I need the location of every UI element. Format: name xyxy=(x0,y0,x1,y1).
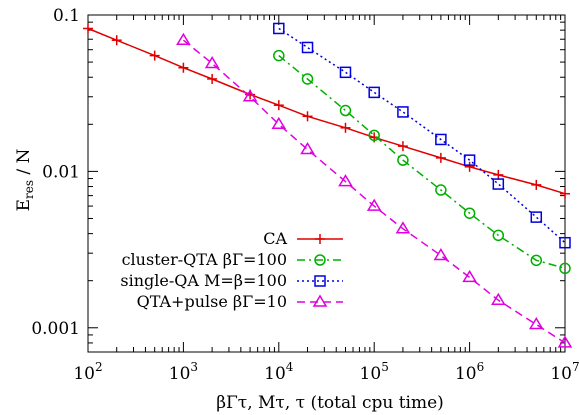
data-point xyxy=(273,49,285,62)
data-point xyxy=(464,161,475,172)
series-2 xyxy=(273,49,571,275)
series-1 xyxy=(83,23,570,199)
legend-swatch-marker xyxy=(312,294,328,307)
legend: CA cluster-QTA βΓ=100 single-QA M=β=100 QTA… xyxy=(120,229,343,311)
legend-swatch-marker xyxy=(314,275,326,287)
data-point xyxy=(301,73,314,85)
data-point xyxy=(560,188,570,199)
plot-border xyxy=(87,14,566,353)
plot-frame xyxy=(87,14,566,353)
axis-ticks: 102 103 104 105 106 107 0.1 0.01 0.001 xyxy=(31,6,579,384)
legend-item: CA xyxy=(263,229,343,248)
data-point xyxy=(531,179,542,190)
x-tick-label: 106 xyxy=(455,360,484,384)
data-point xyxy=(435,184,447,196)
data-point xyxy=(397,141,408,152)
data-point xyxy=(271,116,287,130)
x-tick-label: 103 xyxy=(169,360,198,384)
series-line xyxy=(87,27,566,195)
data-point xyxy=(111,35,122,46)
y-axis-label: Eres / N xyxy=(14,148,36,211)
data-point xyxy=(207,73,218,84)
legend-label: single-QA M=β=100 xyxy=(120,271,287,290)
y-tick-label: 0.01 xyxy=(42,162,80,182)
legend-swatch-marker xyxy=(314,254,326,266)
data-point xyxy=(530,211,543,223)
data-point xyxy=(435,133,447,146)
data-point xyxy=(530,254,543,267)
y-tick-label: 0.1 xyxy=(53,6,80,26)
data-point xyxy=(149,50,160,61)
data-point xyxy=(339,66,352,79)
data-point xyxy=(301,41,314,54)
data-point xyxy=(397,106,409,118)
data-point xyxy=(433,248,449,261)
data-point xyxy=(368,129,380,142)
x-tick-label: 105 xyxy=(360,360,389,384)
legend-swatch-marker xyxy=(315,234,325,244)
data-point xyxy=(463,154,476,166)
x-axis-label: βΓτ, Mτ, τ (total cpu time) xyxy=(216,393,444,413)
legend-item: cluster-QTA βΓ=100 xyxy=(122,250,343,269)
data-point xyxy=(559,262,571,275)
x-tick-label: 102 xyxy=(73,360,102,384)
data-point xyxy=(339,104,352,117)
data-point xyxy=(340,122,351,133)
data-point xyxy=(178,62,189,73)
data-point xyxy=(338,174,353,187)
data-point xyxy=(397,154,409,166)
series-4 xyxy=(176,32,573,348)
data-point xyxy=(493,169,504,180)
series-line xyxy=(278,27,566,244)
data-point xyxy=(273,22,285,35)
data-point xyxy=(300,142,315,155)
y-tick-label: 0.001 xyxy=(31,319,80,339)
data-point xyxy=(492,178,505,190)
legend-item: QTA+pulse βΓ=10 xyxy=(137,292,343,311)
data-point xyxy=(462,269,477,283)
legend-label: cluster-QTA βΓ=100 xyxy=(122,250,287,269)
series-line xyxy=(278,55,566,270)
data-point xyxy=(492,229,505,242)
series-layer xyxy=(83,22,573,348)
data-point xyxy=(368,86,380,99)
legend-label: QTA+pulse βΓ=10 xyxy=(137,292,287,311)
data-point xyxy=(395,221,411,234)
data-point xyxy=(273,100,284,111)
data-point xyxy=(366,198,382,211)
data-point xyxy=(557,335,573,348)
data-point xyxy=(242,89,258,102)
x-tick-label: 107 xyxy=(550,360,579,384)
series-3 xyxy=(273,22,571,249)
data-point xyxy=(83,23,93,34)
data-point xyxy=(463,207,476,219)
x-tick-label: 104 xyxy=(264,360,294,384)
data-point xyxy=(176,32,191,45)
data-point xyxy=(559,236,571,249)
data-point xyxy=(204,55,220,69)
data-point xyxy=(435,152,446,163)
data-point xyxy=(528,317,544,330)
data-point xyxy=(302,111,313,122)
legend-label: CA xyxy=(263,229,287,248)
legend-item: single-QA M=β=100 xyxy=(120,271,343,290)
series-line xyxy=(182,39,566,344)
data-point xyxy=(490,292,506,305)
